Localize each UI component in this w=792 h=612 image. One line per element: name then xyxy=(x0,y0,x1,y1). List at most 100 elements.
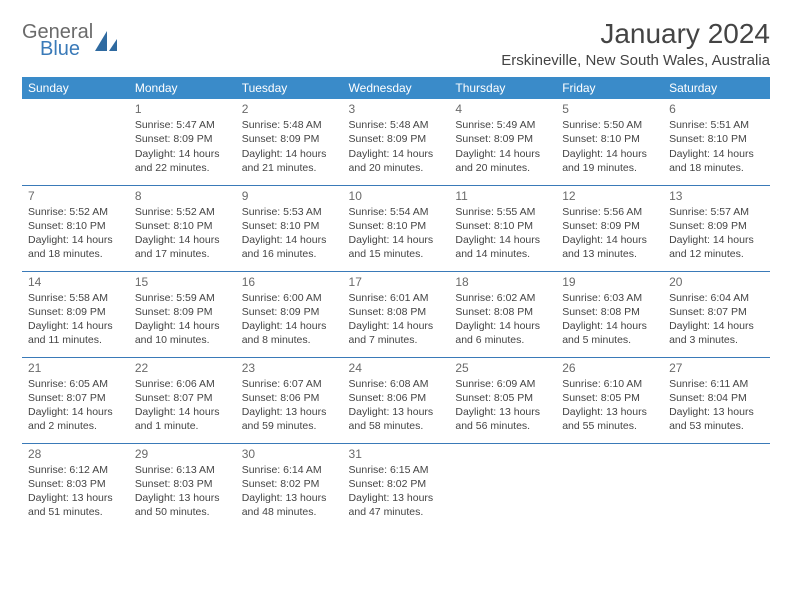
day-number: 23 xyxy=(242,360,337,376)
day-number: 24 xyxy=(349,360,444,376)
sunrise-line: Sunrise: 5:58 AM xyxy=(28,291,123,305)
sunset-line: Sunset: 8:02 PM xyxy=(242,477,337,491)
daylight-line: Daylight: 14 hours xyxy=(135,319,230,333)
weekday-header: Thursday xyxy=(449,77,556,99)
daylight-line: Daylight: 14 hours xyxy=(455,147,550,161)
daylight-line: and 16 minutes. xyxy=(242,247,337,261)
sunrise-line: Sunrise: 6:01 AM xyxy=(349,291,444,305)
day-number: 26 xyxy=(562,360,657,376)
daylight-line: Daylight: 14 hours xyxy=(135,233,230,247)
calendar-day-cell: 5Sunrise: 5:50 AMSunset: 8:10 PMDaylight… xyxy=(556,99,663,185)
sunset-line: Sunset: 8:07 PM xyxy=(135,391,230,405)
daylight-line: and 8 minutes. xyxy=(242,333,337,347)
sunset-line: Sunset: 8:09 PM xyxy=(242,132,337,146)
calendar-body: 1Sunrise: 5:47 AMSunset: 8:09 PMDaylight… xyxy=(22,99,770,529)
daylight-line: Daylight: 14 hours xyxy=(669,319,764,333)
sunrise-line: Sunrise: 6:10 AM xyxy=(562,377,657,391)
weekday-header: Tuesday xyxy=(236,77,343,99)
calendar-week-row: 28Sunrise: 6:12 AMSunset: 8:03 PMDayligh… xyxy=(22,443,770,529)
sunrise-line: Sunrise: 5:59 AM xyxy=(135,291,230,305)
day-number: 13 xyxy=(669,188,764,204)
sunrise-line: Sunrise: 5:57 AM xyxy=(669,205,764,219)
sunrise-line: Sunrise: 5:47 AM xyxy=(135,118,230,132)
daylight-line: Daylight: 14 hours xyxy=(242,233,337,247)
calendar-day-cell: 14Sunrise: 5:58 AMSunset: 8:09 PMDayligh… xyxy=(22,271,129,357)
daylight-line: and 1 minute. xyxy=(135,419,230,433)
daylight-line: Daylight: 13 hours xyxy=(349,491,444,505)
calendar-day-cell: 31Sunrise: 6:15 AMSunset: 8:02 PMDayligh… xyxy=(343,443,450,529)
calendar-week-row: 21Sunrise: 6:05 AMSunset: 8:07 PMDayligh… xyxy=(22,357,770,443)
sunrise-line: Sunrise: 5:56 AM xyxy=(562,205,657,219)
daylight-line: and 2 minutes. xyxy=(28,419,123,433)
calendar-day-cell: 22Sunrise: 6:06 AMSunset: 8:07 PMDayligh… xyxy=(129,357,236,443)
sunrise-line: Sunrise: 6:08 AM xyxy=(349,377,444,391)
weekday-header: Sunday xyxy=(22,77,129,99)
daylight-line: Daylight: 14 hours xyxy=(135,147,230,161)
day-number: 19 xyxy=(562,274,657,290)
daylight-line: Daylight: 14 hours xyxy=(349,319,444,333)
daylight-line: and 55 minutes. xyxy=(562,419,657,433)
calendar-day-cell xyxy=(22,99,129,185)
day-number: 6 xyxy=(669,101,764,117)
sunset-line: Sunset: 8:09 PM xyxy=(455,132,550,146)
sunrise-line: Sunrise: 5:50 AM xyxy=(562,118,657,132)
daylight-line: and 5 minutes. xyxy=(562,333,657,347)
daylight-line: and 20 minutes. xyxy=(349,161,444,175)
day-number: 12 xyxy=(562,188,657,204)
sunrise-line: Sunrise: 5:53 AM xyxy=(242,205,337,219)
calendar-day-cell: 23Sunrise: 6:07 AMSunset: 8:06 PMDayligh… xyxy=(236,357,343,443)
daylight-line: and 22 minutes. xyxy=(135,161,230,175)
location-subtitle: Erskineville, New South Wales, Australia xyxy=(501,52,770,69)
daylight-line: and 17 minutes. xyxy=(135,247,230,261)
sunrise-line: Sunrise: 6:06 AM xyxy=(135,377,230,391)
daylight-line: Daylight: 14 hours xyxy=(28,233,123,247)
daylight-line: and 18 minutes. xyxy=(669,161,764,175)
daylight-line: Daylight: 14 hours xyxy=(455,233,550,247)
sunset-line: Sunset: 8:09 PM xyxy=(669,219,764,233)
calendar-day-cell: 29Sunrise: 6:13 AMSunset: 8:03 PMDayligh… xyxy=(129,443,236,529)
calendar-day-cell: 26Sunrise: 6:10 AMSunset: 8:05 PMDayligh… xyxy=(556,357,663,443)
daylight-line: Daylight: 14 hours xyxy=(242,147,337,161)
calendar-week-row: 1Sunrise: 5:47 AMSunset: 8:09 PMDaylight… xyxy=(22,99,770,185)
sunset-line: Sunset: 8:06 PM xyxy=(349,391,444,405)
calendar-day-cell: 27Sunrise: 6:11 AMSunset: 8:04 PMDayligh… xyxy=(663,357,770,443)
sunset-line: Sunset: 8:09 PM xyxy=(562,219,657,233)
daylight-line: Daylight: 14 hours xyxy=(562,233,657,247)
calendar-day-cell: 11Sunrise: 5:55 AMSunset: 8:10 PMDayligh… xyxy=(449,185,556,271)
calendar-day-cell: 17Sunrise: 6:01 AMSunset: 8:08 PMDayligh… xyxy=(343,271,450,357)
sunset-line: Sunset: 8:09 PM xyxy=(135,305,230,319)
weekday-header-row: Sunday Monday Tuesday Wednesday Thursday… xyxy=(22,77,770,99)
daylight-line: Daylight: 13 hours xyxy=(562,405,657,419)
day-number: 14 xyxy=(28,274,123,290)
daylight-line: Daylight: 13 hours xyxy=(242,491,337,505)
sunrise-line: Sunrise: 5:48 AM xyxy=(242,118,337,132)
day-number: 17 xyxy=(349,274,444,290)
daylight-line: Daylight: 14 hours xyxy=(349,233,444,247)
calendar-day-cell: 20Sunrise: 6:04 AMSunset: 8:07 PMDayligh… xyxy=(663,271,770,357)
sunset-line: Sunset: 8:10 PM xyxy=(242,219,337,233)
daylight-line: Daylight: 13 hours xyxy=(135,491,230,505)
calendar-day-cell xyxy=(663,443,770,529)
day-number: 4 xyxy=(455,101,550,117)
daylight-line: and 12 minutes. xyxy=(669,247,764,261)
calendar-day-cell: 28Sunrise: 6:12 AMSunset: 8:03 PMDayligh… xyxy=(22,443,129,529)
sunset-line: Sunset: 8:10 PM xyxy=(455,219,550,233)
calendar-day-cell: 16Sunrise: 6:00 AMSunset: 8:09 PMDayligh… xyxy=(236,271,343,357)
day-number: 25 xyxy=(455,360,550,376)
calendar-day-cell: 4Sunrise: 5:49 AMSunset: 8:09 PMDaylight… xyxy=(449,99,556,185)
calendar-week-row: 14Sunrise: 5:58 AMSunset: 8:09 PMDayligh… xyxy=(22,271,770,357)
daylight-line: Daylight: 13 hours xyxy=(455,405,550,419)
sunset-line: Sunset: 8:07 PM xyxy=(669,305,764,319)
calendar-day-cell: 15Sunrise: 5:59 AMSunset: 8:09 PMDayligh… xyxy=(129,271,236,357)
daylight-line: and 14 minutes. xyxy=(455,247,550,261)
daylight-line: and 48 minutes. xyxy=(242,505,337,519)
sunrise-line: Sunrise: 6:12 AM xyxy=(28,463,123,477)
calendar-day-cell: 10Sunrise: 5:54 AMSunset: 8:10 PMDayligh… xyxy=(343,185,450,271)
sunset-line: Sunset: 8:10 PM xyxy=(669,132,764,146)
day-number: 1 xyxy=(135,101,230,117)
sunrise-line: Sunrise: 5:52 AM xyxy=(28,205,123,219)
day-number: 16 xyxy=(242,274,337,290)
day-number: 8 xyxy=(135,188,230,204)
calendar-day-cell: 7Sunrise: 5:52 AMSunset: 8:10 PMDaylight… xyxy=(22,185,129,271)
calendar-week-row: 7Sunrise: 5:52 AMSunset: 8:10 PMDaylight… xyxy=(22,185,770,271)
